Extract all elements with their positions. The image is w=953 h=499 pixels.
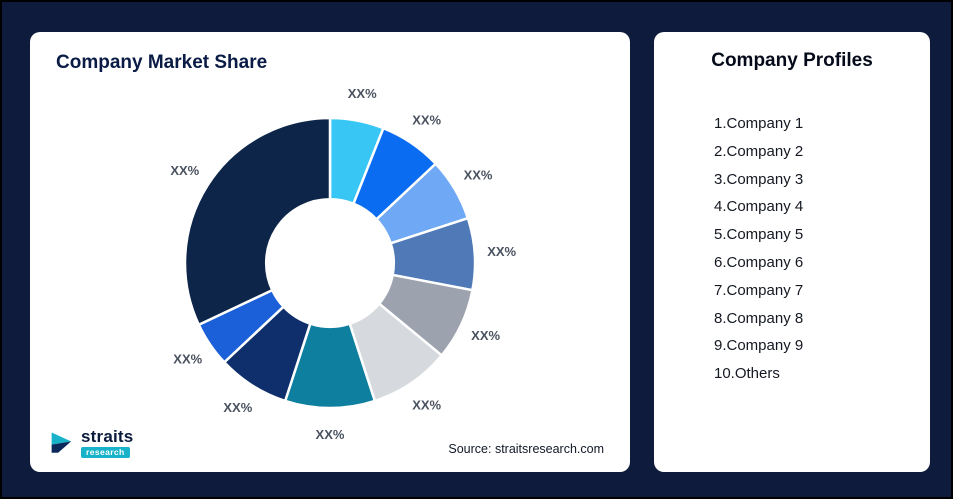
- profile-item-10: 10.Others: [714, 365, 780, 383]
- logo-research-text: research: [81, 446, 130, 458]
- slice-label-6: XX%: [412, 397, 441, 412]
- donut-slice-10: [183, 116, 332, 326]
- profile-item-6: 6.Company 6: [714, 253, 804, 271]
- slice-label-9: XX%: [173, 352, 202, 367]
- donut-chart: XX% XX% XX% XX% XX% XX% XX% XX% XX% XX%: [170, 86, 516, 442]
- profile-item-4: 4.Company 4: [714, 198, 804, 216]
- logo-text: straits research: [81, 426, 134, 458]
- profiles-title: Company Profiles: [711, 50, 873, 71]
- chart-title: Company Market Share: [56, 52, 268, 73]
- slice-label-8: XX%: [223, 400, 252, 415]
- profile-item-5: 5.Company 5: [714, 226, 804, 244]
- slice-label-1: XX%: [348, 86, 377, 101]
- slice-label-3: XX%: [464, 167, 493, 182]
- profile-item-7: 7.Company 7: [714, 281, 804, 299]
- market-share-card: Company Market Share XX% XX% XX% XX% XX% XX% X…: [30, 32, 630, 472]
- straits-research-logo: straits research: [50, 426, 134, 458]
- profile-item-1: 1.Company 1: [714, 115, 804, 132]
- slice-label-2: XX%: [412, 113, 441, 128]
- slice-label-4: XX%: [487, 244, 516, 259]
- profile-item-8: 8.Company 8: [714, 309, 804, 327]
- company-profiles-card: Company Profiles 1.Company 1 2.Company 2 3…: [654, 32, 930, 472]
- profile-item-9: 9.Company 9: [714, 337, 804, 355]
- slice-label-5: XX%: [471, 328, 500, 343]
- straits-logo-icon: [51, 432, 72, 453]
- profile-item-2: 2.Company 2: [714, 142, 804, 160]
- source-text: Source: straitsresearch.com: [448, 442, 604, 456]
- logo-straits-text: straits: [81, 426, 134, 446]
- profile-item-3: 3.Company 3: [714, 170, 804, 188]
- slice-label-10: XX%: [170, 163, 199, 178]
- profiles-list: 1.Company 1 2.Company 2 3.Company 3 4.Compa…: [714, 110, 918, 388]
- slice-label-7: XX%: [316, 427, 345, 442]
